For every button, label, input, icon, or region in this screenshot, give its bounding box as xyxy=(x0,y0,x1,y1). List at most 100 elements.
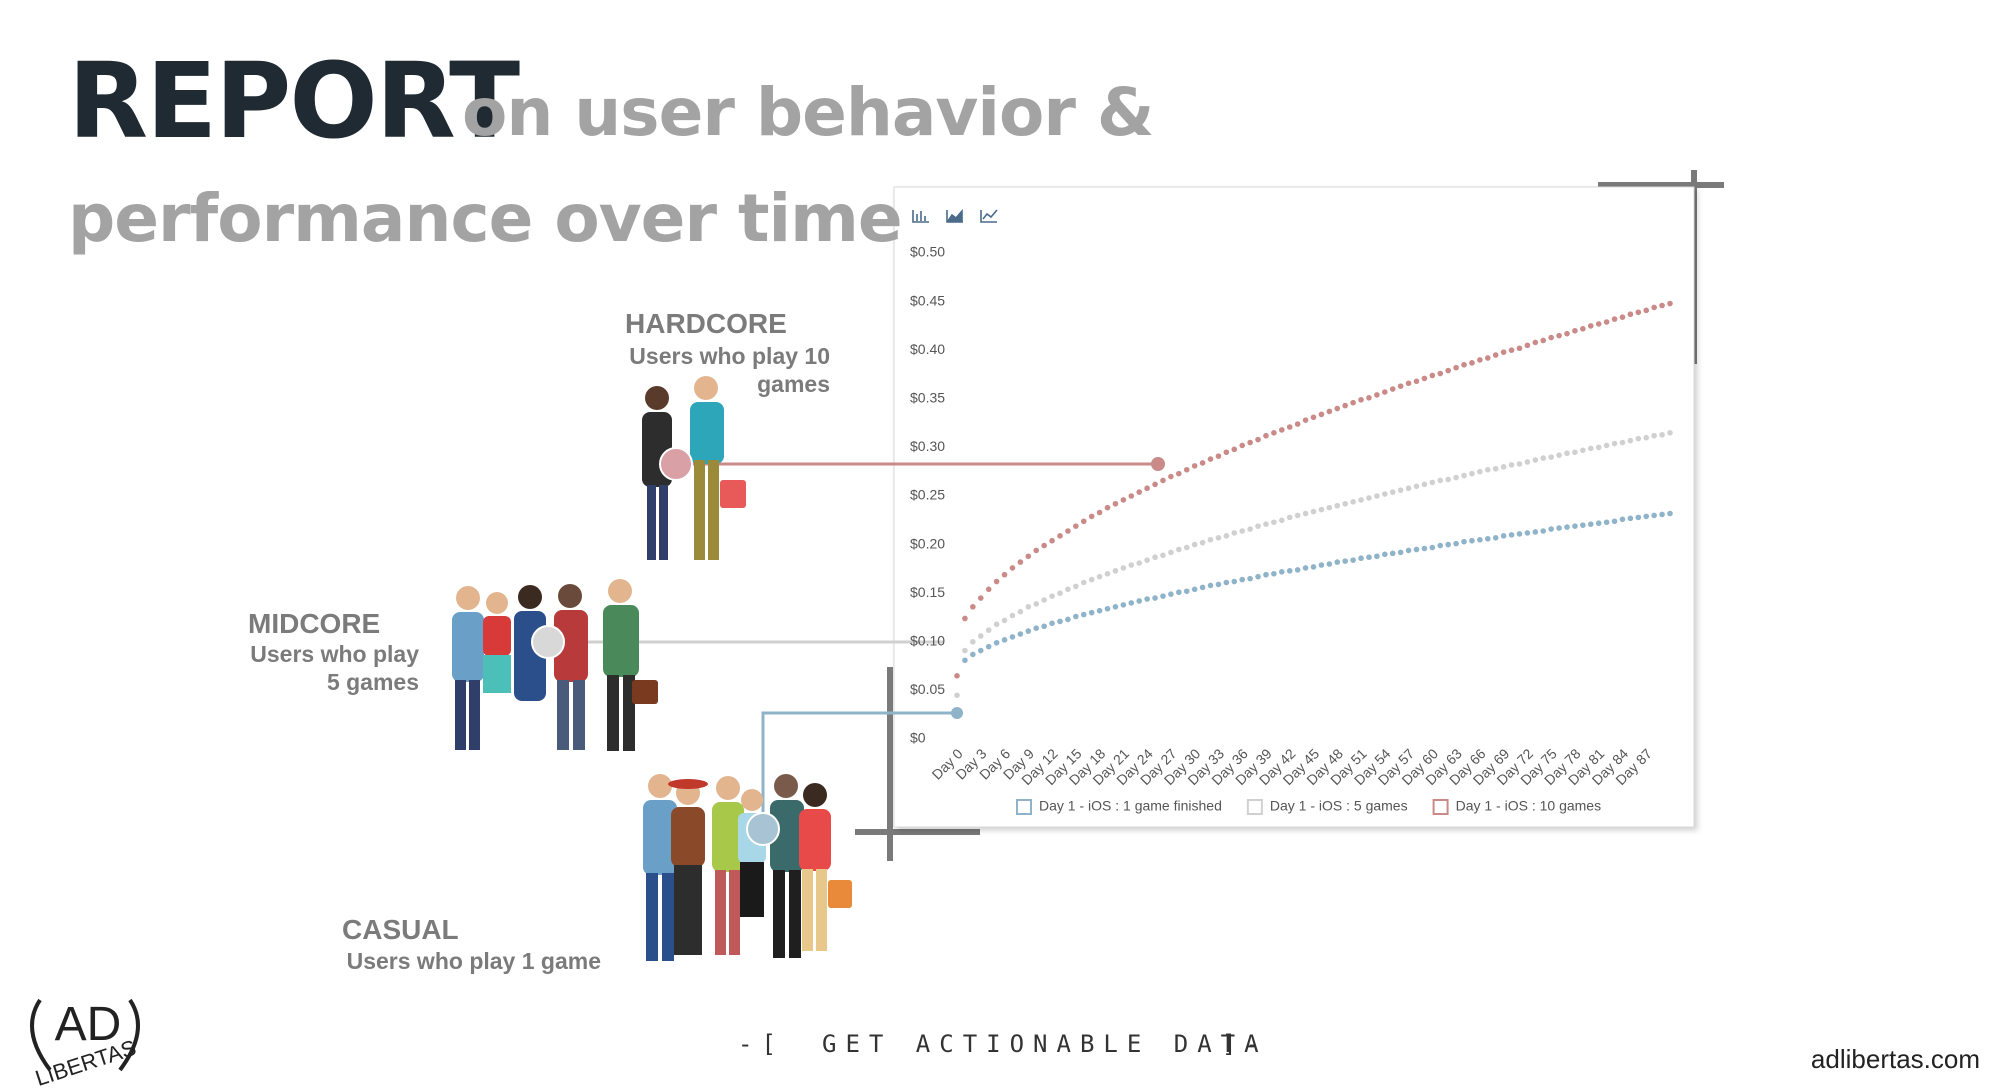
data-point xyxy=(1572,523,1578,529)
data-point xyxy=(1445,476,1451,483)
data-point xyxy=(1524,459,1531,465)
data-point xyxy=(1397,549,1404,556)
data-point xyxy=(1516,531,1523,537)
data-point xyxy=(954,692,960,699)
data-point xyxy=(1611,440,1618,447)
data-point xyxy=(985,586,992,593)
data-point xyxy=(1176,589,1182,596)
data-point xyxy=(1500,464,1507,470)
data-point xyxy=(1413,378,1420,385)
data-point xyxy=(1350,557,1356,563)
data-point xyxy=(1302,417,1309,423)
data-point xyxy=(1065,528,1071,534)
data-point xyxy=(1160,552,1166,559)
data-point xyxy=(977,633,984,639)
data-point xyxy=(1619,439,1626,446)
data-point xyxy=(1223,533,1230,539)
data-point xyxy=(1286,424,1293,430)
data-point xyxy=(1350,399,1356,406)
data-point xyxy=(1453,364,1459,371)
data-point xyxy=(1199,584,1206,591)
data-point xyxy=(1540,337,1547,344)
data-point xyxy=(1667,430,1673,436)
title-rest: on user behavior & xyxy=(462,74,1154,151)
data-point xyxy=(1469,360,1475,366)
data-point xyxy=(1572,327,1578,334)
data-point xyxy=(954,673,960,679)
data-point xyxy=(1500,533,1507,539)
legend-swatch xyxy=(1016,799,1032,815)
data-point xyxy=(1461,361,1467,368)
data-point xyxy=(1120,497,1127,503)
data-point xyxy=(970,639,976,645)
data-point xyxy=(1065,616,1071,623)
data-point xyxy=(1532,457,1539,463)
legend-swatch xyxy=(1246,799,1263,815)
data-point xyxy=(1112,568,1119,574)
data-point xyxy=(1595,321,1602,327)
data-point xyxy=(1263,521,1269,527)
data-point xyxy=(1429,544,1436,551)
toolbar-area[interactable] xyxy=(946,208,963,223)
y-tick-label: $0 xyxy=(910,730,926,746)
data-point xyxy=(1065,586,1071,593)
data-point xyxy=(1279,427,1285,433)
data-point xyxy=(1231,530,1238,536)
y-tick-label: $0.35 xyxy=(910,390,945,406)
data-point xyxy=(1374,553,1380,560)
data-point xyxy=(1255,436,1261,443)
data-point xyxy=(1548,454,1554,460)
data-point xyxy=(1215,453,1222,459)
data-point xyxy=(1548,526,1554,532)
data-point xyxy=(1033,625,1040,631)
toolbar-line[interactable] xyxy=(980,209,998,223)
toolbar-bar[interactable] xyxy=(912,210,929,223)
data-point xyxy=(1366,554,1372,561)
data-point xyxy=(1627,515,1634,522)
data-point xyxy=(1310,414,1317,421)
data-point xyxy=(1635,309,1642,316)
data-point xyxy=(1096,573,1103,580)
data-point xyxy=(1017,631,1024,637)
data-point xyxy=(1484,535,1491,542)
y-tick-label: $0.05 xyxy=(910,681,945,697)
data-point xyxy=(1302,510,1309,517)
data-point xyxy=(1334,559,1341,565)
y-tick-label: $0.50 xyxy=(910,244,945,260)
data-point xyxy=(1413,483,1420,490)
data-point xyxy=(1548,334,1554,341)
data-point xyxy=(1643,307,1650,314)
data-point xyxy=(1152,554,1158,561)
data-point xyxy=(1255,573,1261,580)
data-point xyxy=(1025,628,1032,634)
data-point xyxy=(1603,319,1610,325)
data-point xyxy=(1342,402,1348,409)
data-point xyxy=(1326,504,1333,511)
data-point xyxy=(1556,452,1562,458)
y-tick-label: $0.15 xyxy=(910,584,945,600)
data-point xyxy=(1382,491,1388,497)
data-point xyxy=(1374,392,1380,398)
data-point xyxy=(1009,565,1016,571)
data-point xyxy=(1168,591,1174,597)
data-point xyxy=(1334,405,1341,412)
data-point xyxy=(1231,578,1238,585)
data-point xyxy=(1104,504,1111,511)
data-point xyxy=(1073,523,1079,529)
data-point xyxy=(1049,537,1055,544)
data-point xyxy=(1405,485,1412,492)
data-point xyxy=(1667,510,1673,517)
data-point xyxy=(1168,549,1174,556)
chart-card xyxy=(893,186,1695,828)
data-point xyxy=(1437,370,1444,377)
data-point xyxy=(1112,604,1119,610)
legend-label: Day 1 - iOS : 10 games xyxy=(1456,798,1602,814)
data-point xyxy=(1279,569,1285,575)
title-bold: REPORT xyxy=(68,40,520,162)
data-point xyxy=(1469,470,1475,477)
data-point xyxy=(1405,380,1412,387)
segment-name: CASUAL xyxy=(342,914,459,945)
data-point xyxy=(1484,466,1491,473)
highlight-dot xyxy=(1151,457,1165,471)
